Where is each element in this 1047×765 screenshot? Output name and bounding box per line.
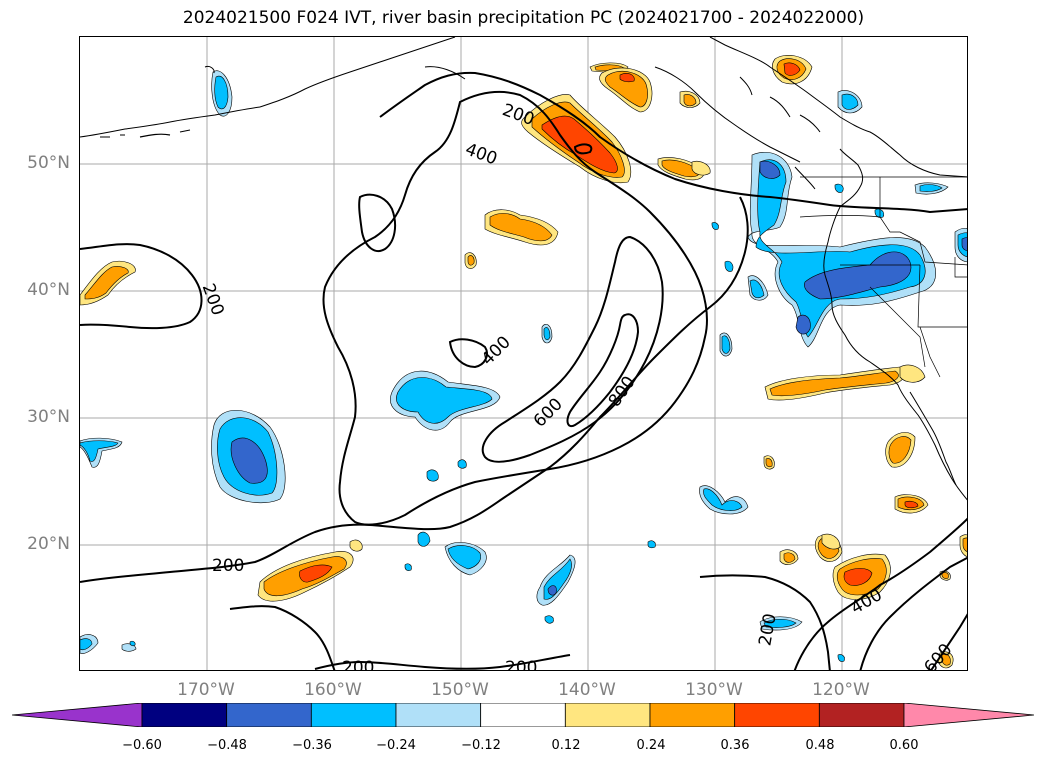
colorbar-tick: 0.60	[889, 738, 919, 753]
lat-label-50n: 50°N	[27, 153, 70, 173]
contour-200-north	[379, 71, 967, 214]
colorbar	[12, 703, 1034, 727]
lat-label-20n: 20°N	[27, 534, 70, 554]
lon-label-170w: 170°W	[177, 680, 235, 700]
contour-label: 200	[505, 658, 537, 671]
coastlines	[80, 37, 967, 501]
colorbar-tick: −0.12	[461, 738, 501, 753]
lon-label-130w: 130°W	[685, 680, 743, 700]
contour-200-se	[699, 574, 831, 670]
colorbar-tick: −0.60	[122, 738, 162, 753]
contour-label: 200	[500, 100, 537, 130]
contour-label: 200	[755, 612, 780, 647]
contour-400-outer	[322, 90, 708, 526]
colorbar-tick: 0.48	[805, 738, 835, 753]
contour-200-west	[80, 243, 203, 330]
colorbar-tick: 0.36	[720, 738, 750, 753]
contour-800	[566, 313, 640, 428]
colorbar-tick: 0.24	[636, 738, 666, 753]
lat-label-40n: 40°N	[27, 280, 70, 300]
contour-400-inner	[448, 338, 488, 369]
contour-label: 600	[530, 394, 567, 431]
negative-precip-anomalies	[80, 70, 967, 662]
contour-label: 400	[462, 139, 499, 169]
contour-600-east	[930, 613, 967, 670]
positive-precip-anomalies	[80, 54, 967, 669]
contour-label: 200	[212, 556, 244, 576]
colorbar-segment	[818, 703, 905, 727]
colorbar-segment	[141, 703, 228, 727]
colorbar-tick: −0.48	[207, 738, 247, 753]
contour-200-south	[80, 196, 749, 583]
colorbar-segment	[734, 703, 820, 727]
contour-small	[573, 143, 593, 155]
map-title: 2024021500 F024 IVT, river basin precipi…	[182, 8, 865, 28]
contour-600	[481, 235, 664, 463]
colorbar-extend-max	[903, 703, 1034, 727]
map-canvas: 200 400 200 400 600 800 200 200 200 200 …	[80, 37, 967, 671]
contour-400-ring	[358, 193, 397, 252]
colorbar-tick: 0.12	[551, 738, 581, 753]
colorbar-segment	[395, 703, 482, 727]
contour-label: 200	[342, 658, 374, 671]
colorbar-extend-min	[12, 703, 143, 727]
lon-label-150w: 150°W	[431, 680, 489, 700]
colorbar-tick: −0.24	[376, 738, 416, 753]
contour-label: 200	[198, 281, 228, 318]
colorbar-segment	[649, 703, 736, 727]
lat-label-30n: 30°N	[27, 407, 70, 427]
lon-label-160w: 160°W	[304, 680, 362, 700]
colorbar-segment	[480, 703, 566, 727]
contour-label: 600	[920, 640, 956, 671]
colorbar-segment	[564, 703, 651, 727]
contour-400-east	[859, 556, 967, 670]
contour-200-east	[793, 517, 967, 670]
contour-200-south3	[314, 654, 571, 670]
lon-label-120w: 120°W	[812, 680, 870, 700]
contour-200-south2	[229, 605, 336, 670]
lon-label-140w: 140°W	[558, 680, 616, 700]
colorbar-segment	[310, 703, 397, 727]
colorbar-segment	[226, 703, 312, 727]
borders	[799, 176, 967, 378]
colorbar-tick: −0.36	[292, 738, 332, 753]
ivt-contours	[80, 71, 967, 670]
map-panel: 200 400 200 400 600 800 200 200 200 200 …	[79, 36, 968, 671]
